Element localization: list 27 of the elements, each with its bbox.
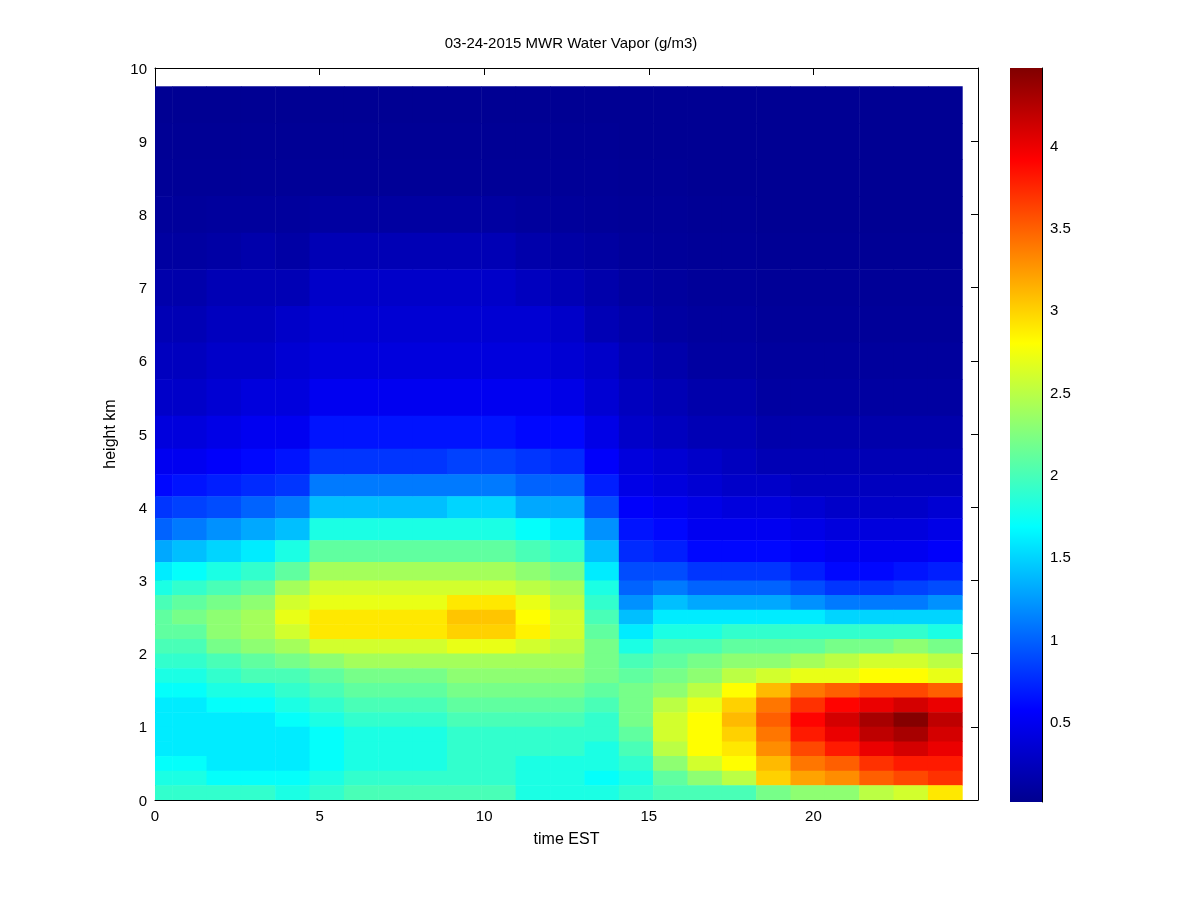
y-tick-label: 10: [130, 59, 147, 77]
color-bar-label: 0.5: [1050, 712, 1071, 730]
color-bar-label: 4: [1050, 136, 1059, 154]
x-tick-label: 5: [315, 807, 324, 824]
y-tick-label: 0: [138, 791, 147, 809]
y-tick-label: 4: [138, 498, 147, 516]
color-bar-label: 1.5: [1050, 548, 1071, 566]
y-tick-label: 3: [138, 571, 147, 589]
y-tick-label: 9: [138, 132, 147, 150]
y-tick-label: 5: [138, 425, 147, 443]
y-tick-label: 1: [138, 718, 147, 736]
color-bar-label: 1: [1050, 630, 1059, 648]
x-tick-label: 0: [150, 807, 160, 824]
x-tick-label: 10: [475, 807, 493, 824]
chart-title: 03-24-2015 MWR Water Vapor (g/m3): [444, 34, 698, 51]
color-bar-label: 2: [1050, 466, 1059, 483]
color-bar-label: 2.5: [1050, 383, 1071, 401]
y-tick-label: 2: [138, 645, 147, 663]
x-tick-label: 20: [805, 807, 822, 824]
color-bar-label: 3.5: [1050, 219, 1071, 237]
y-tick-label: 6: [138, 352, 147, 370]
color-bar-label: 3: [1050, 301, 1059, 319]
x-axis-title: time EST: [533, 829, 600, 847]
y-tick-label: 7: [138, 279, 147, 297]
y-tick-label: 8: [138, 205, 147, 223]
y-axis-title: height km: [100, 399, 118, 469]
x-tick-label: 15: [640, 807, 658, 824]
